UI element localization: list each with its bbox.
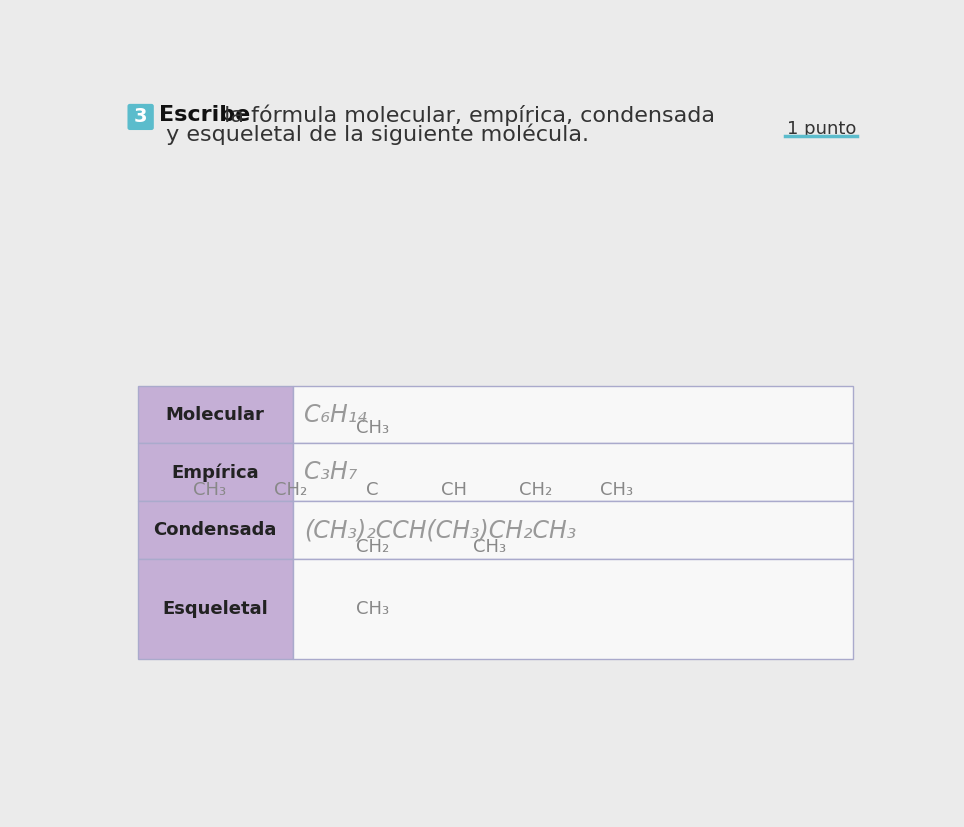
Text: (CH₃)₂CCH(CH₃)CH₂CH₃: (CH₃)₂CCH(CH₃)CH₂CH₃ (305, 518, 576, 542)
Bar (138, 559, 292, 659)
Text: CH₂: CH₂ (356, 538, 389, 557)
Text: CH₂: CH₂ (275, 480, 308, 499)
Text: 3: 3 (134, 108, 147, 127)
Text: y esqueletal de la siguiente molécula.: y esqueletal de la siguiente molécula. (159, 123, 589, 145)
Text: la fórmula molecular, empírica, condensada: la fórmula molecular, empírica, condensa… (217, 105, 714, 127)
FancyBboxPatch shape (127, 104, 154, 130)
Text: C₆H₁₄: C₆H₁₄ (305, 403, 367, 427)
Bar (292, 559, 853, 659)
Text: CH₃: CH₃ (356, 600, 388, 618)
Text: CH₃: CH₃ (193, 480, 227, 499)
Text: CH: CH (441, 480, 467, 499)
Bar (138, 443, 292, 501)
Text: CH₃: CH₃ (356, 419, 388, 437)
Text: Empírica: Empírica (172, 463, 259, 481)
Text: 1 punto: 1 punto (787, 120, 856, 138)
Text: Escribe: Escribe (159, 105, 251, 126)
Bar (292, 385, 853, 443)
Text: C₃H₇: C₃H₇ (305, 461, 358, 485)
Text: Molecular: Molecular (166, 405, 264, 423)
Text: Esqueletal: Esqueletal (162, 600, 268, 618)
Bar (292, 443, 853, 501)
Bar (292, 501, 853, 559)
Bar (138, 501, 292, 559)
Text: CH₃: CH₃ (473, 538, 506, 557)
Text: CH₂: CH₂ (519, 480, 551, 499)
Bar (138, 385, 292, 443)
Text: C: C (366, 480, 379, 499)
Text: Condensada: Condensada (153, 521, 277, 539)
Text: CH₃: CH₃ (600, 480, 633, 499)
